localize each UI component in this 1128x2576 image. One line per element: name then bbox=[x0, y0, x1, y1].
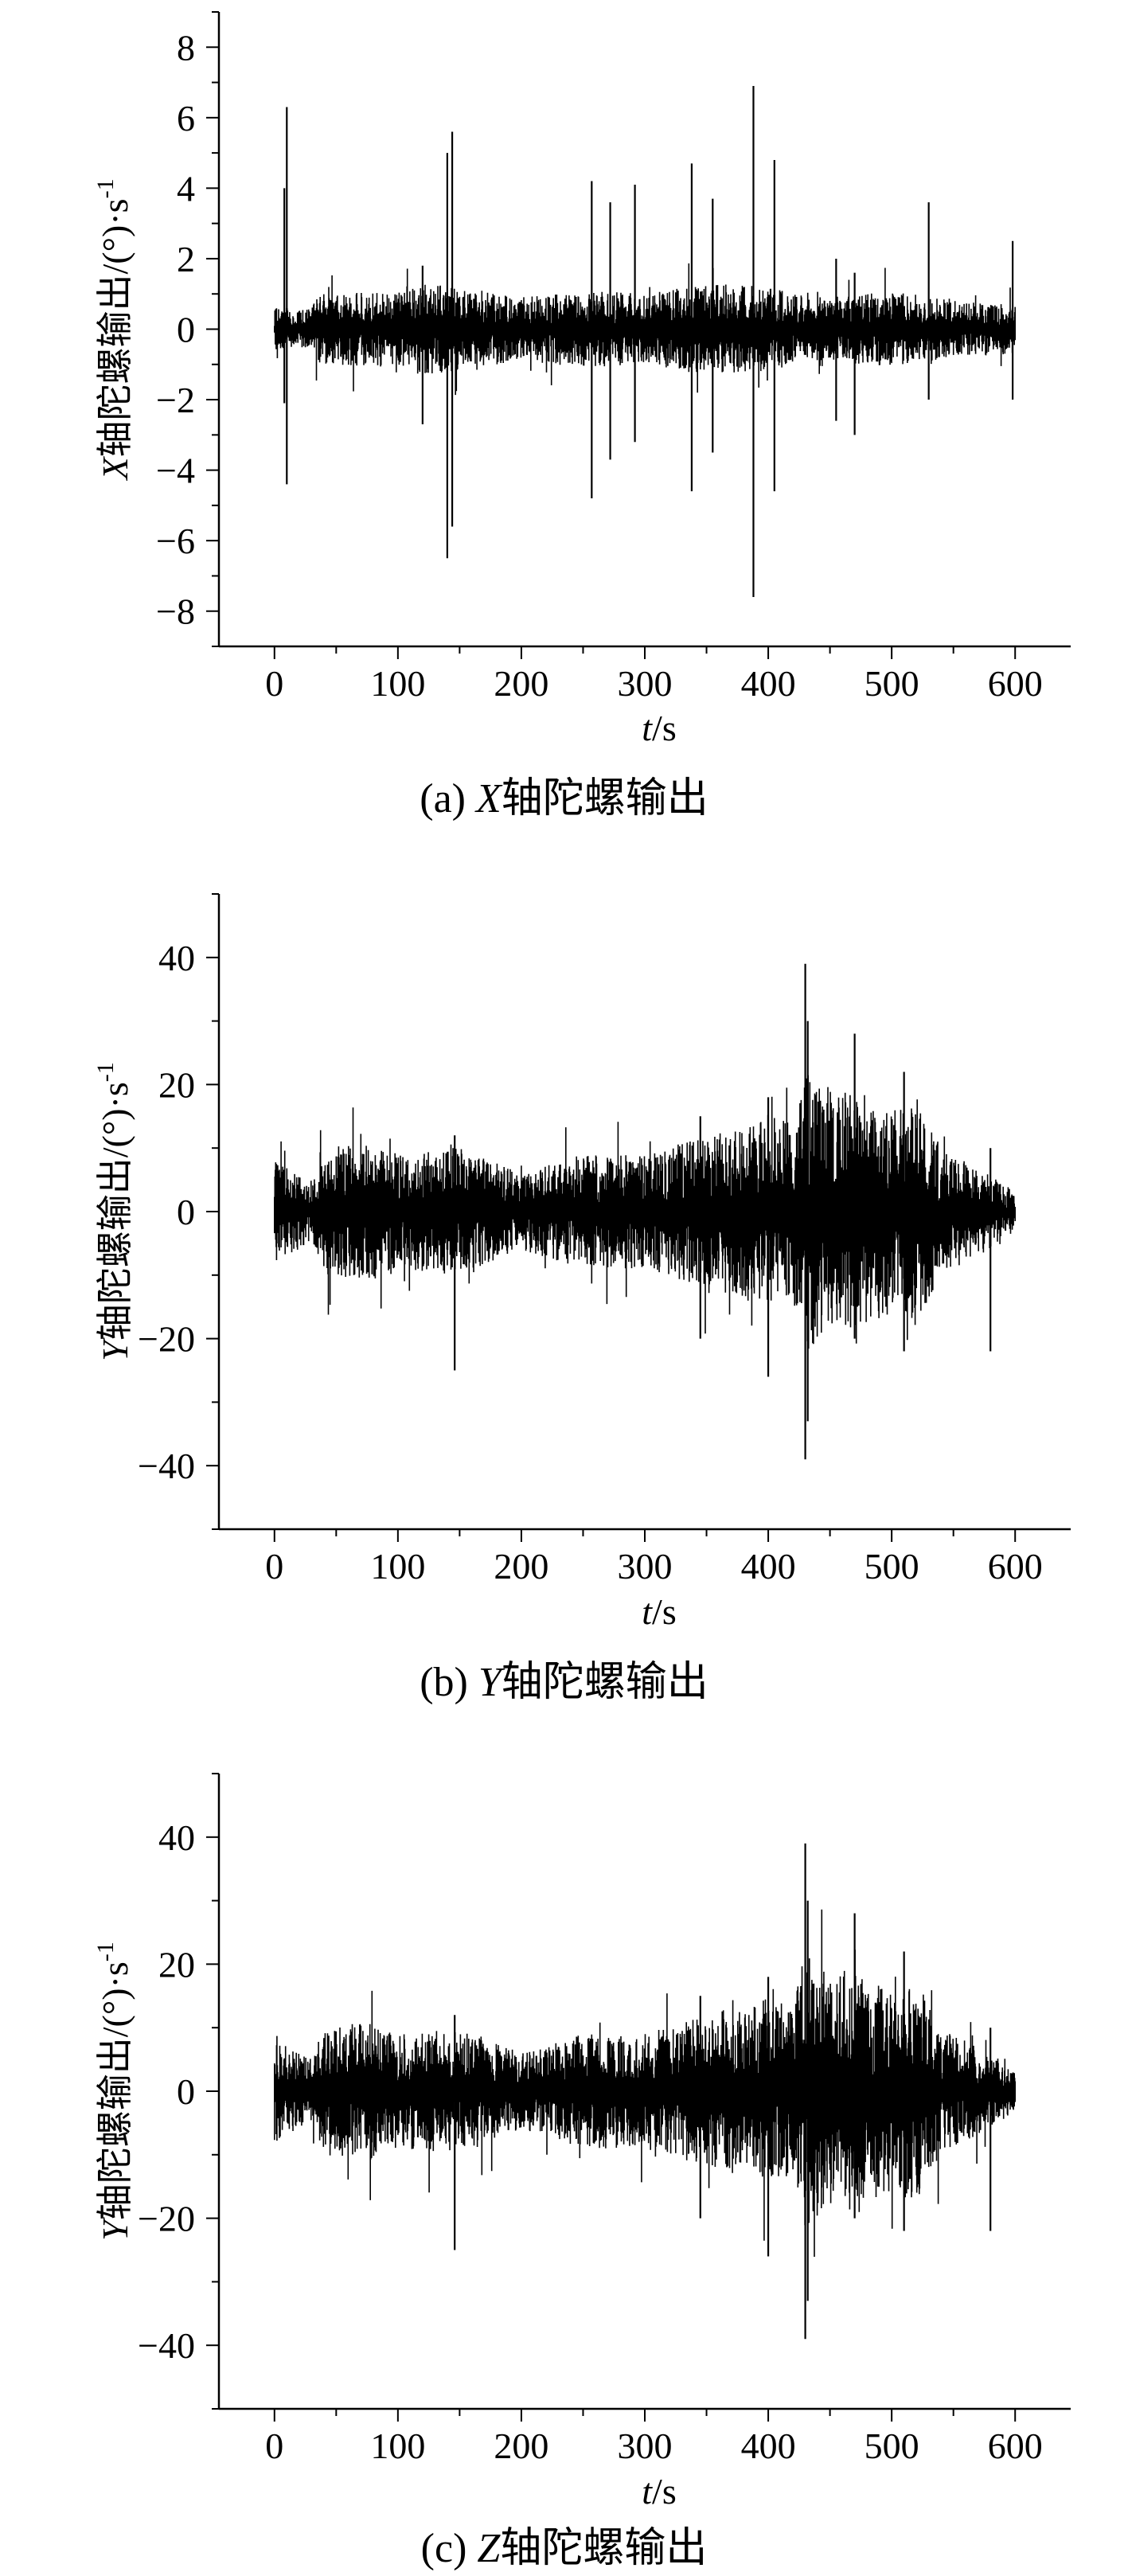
y-axis-title-axis: X bbox=[95, 456, 135, 482]
caption-a-axis: X bbox=[475, 776, 502, 822]
x-tick-label: 500 bbox=[865, 2426, 919, 2466]
y-tick-label: 8 bbox=[177, 27, 195, 68]
y-tick-label: 4 bbox=[177, 168, 195, 209]
y-axis-title: Y轴陀螺输出/(°)·s-1 bbox=[92, 1062, 135, 1361]
x-tick-label: 0 bbox=[265, 663, 283, 704]
caption-c-axis: Z bbox=[477, 2526, 501, 2571]
caption-c: (c) Z轴陀螺输出 bbox=[0, 2514, 1128, 2574]
x-tick-label: 0 bbox=[265, 2426, 283, 2466]
caption-b-prefix: (b) bbox=[420, 1660, 478, 1705]
x-axis-title-var: t bbox=[642, 2471, 653, 2512]
x-tick-label: 100 bbox=[370, 1546, 425, 1587]
x-tick-label: 400 bbox=[741, 2426, 796, 2466]
caption-b-axis: Y bbox=[478, 1660, 502, 1705]
x-tick-label: 300 bbox=[618, 2426, 673, 2466]
x-tick-label: 400 bbox=[741, 1546, 796, 1587]
x-axis-title-var: t bbox=[642, 708, 653, 748]
y-axis-title-text: 轴陀螺输出/(°)·s bbox=[95, 198, 135, 457]
y-axis-title-sup: -1 bbox=[92, 1062, 119, 1082]
caption-a: (a) X轴陀螺输出 bbox=[0, 764, 1128, 824]
y-tick-label: −6 bbox=[156, 521, 195, 561]
y-axis-title-sup: -1 bbox=[92, 1942, 119, 1961]
x-tick-label: 100 bbox=[370, 663, 425, 704]
x-axis-title: t/s bbox=[642, 2471, 676, 2512]
caption-b: (b) Y轴陀螺输出 bbox=[0, 1648, 1128, 1708]
chart-panel-b: −40 −20 0 20 40 0 100 200 300 400 500 600 t/s Y轴陀螺输出/… bbox=[0, 860, 1128, 1719]
x-tick-label: 200 bbox=[494, 2426, 548, 2466]
y-axis-title: X轴陀螺输出/(°)·s-1 bbox=[92, 178, 135, 481]
x-tick-label: 400 bbox=[741, 663, 796, 704]
y-tick-label: −40 bbox=[138, 1446, 195, 1486]
y-axis-title-text: 轴陀螺输出/(°)·s bbox=[95, 1082, 135, 1341]
x-tick-label: 100 bbox=[370, 2426, 425, 2466]
caption-c-prefix: (c) bbox=[420, 2526, 478, 2571]
y-tick-label: 2 bbox=[177, 239, 195, 279]
chart-a: −8 −6 −4 −2 0 2 4 6 8 0 100 200 300 400 500 600 t/s X轴陀螺输… bbox=[92, 11, 1071, 748]
x-axis-title: t/s bbox=[642, 708, 676, 748]
caption-a-text: 轴陀螺输出 bbox=[501, 776, 708, 822]
y-axis-title-axis: Y bbox=[95, 1337, 135, 1361]
caption-a-prefix: (a) bbox=[420, 776, 476, 822]
x-axis-title-unit: /s bbox=[652, 2471, 677, 2512]
x-tick-label: 500 bbox=[865, 1546, 919, 1587]
y-tick-label: −2 bbox=[156, 380, 195, 420]
y-axis-title-text: 轴陀螺输出/(°)·s bbox=[95, 1961, 135, 2220]
x-tick-label: 600 bbox=[988, 663, 1043, 704]
y-tick-label: −8 bbox=[156, 591, 195, 632]
y-axis-title: Y轴陀螺输出/(°)·s-1 bbox=[92, 1942, 135, 2241]
x-tick-label: 200 bbox=[494, 1546, 548, 1587]
x-axis-title: t/s bbox=[642, 1591, 676, 1632]
y-tick-label: −20 bbox=[138, 1319, 195, 1360]
caption-c-text: 轴陀螺输出 bbox=[500, 2526, 708, 2571]
y-tick-label: 0 bbox=[177, 310, 195, 350]
y-tick-label: 20 bbox=[158, 1944, 195, 1985]
y-tick-label: −40 bbox=[138, 2325, 195, 2366]
x-tick-label: 600 bbox=[988, 1546, 1043, 1587]
x-axis-title-var: t bbox=[642, 1591, 653, 1632]
y-tick-label: 6 bbox=[177, 98, 195, 139]
y-tick-label: 40 bbox=[158, 938, 195, 978]
x-axis-title-unit: /s bbox=[652, 708, 677, 748]
y-axis-title-axis: Y bbox=[95, 2217, 135, 2241]
x-tick-label: 300 bbox=[618, 663, 673, 704]
y-tick-label: −4 bbox=[156, 451, 195, 491]
y-tick-label: 0 bbox=[177, 1192, 195, 1232]
x-tick-label: 300 bbox=[618, 1546, 673, 1587]
x-tick-label: 200 bbox=[494, 663, 548, 704]
x-tick-label: 600 bbox=[988, 2426, 1043, 2466]
x-axis-title-unit: /s bbox=[652, 1591, 677, 1632]
y-tick-label: 0 bbox=[177, 2071, 195, 2112]
chart-panel-c: −40 −20 0 20 40 0 100 200 300 400 500 600 t/s Y轴陀螺输出/… bbox=[0, 1727, 1128, 2576]
caption-b-text: 轴陀螺输出 bbox=[501, 1660, 708, 1705]
y-tick-label: −20 bbox=[138, 2199, 195, 2239]
y-tick-label: 20 bbox=[158, 1064, 195, 1105]
x-tick-label: 500 bbox=[865, 663, 919, 704]
chart-panel-a: −8 −6 −4 −2 0 2 4 6 8 0 100 200 300 400 500 600 t/s X轴陀螺输… bbox=[0, 0, 1128, 844]
y-axis-title-sup: -1 bbox=[92, 178, 119, 198]
y-tick-label: 40 bbox=[158, 1817, 195, 1858]
x-tick-label: 0 bbox=[265, 1546, 283, 1587]
